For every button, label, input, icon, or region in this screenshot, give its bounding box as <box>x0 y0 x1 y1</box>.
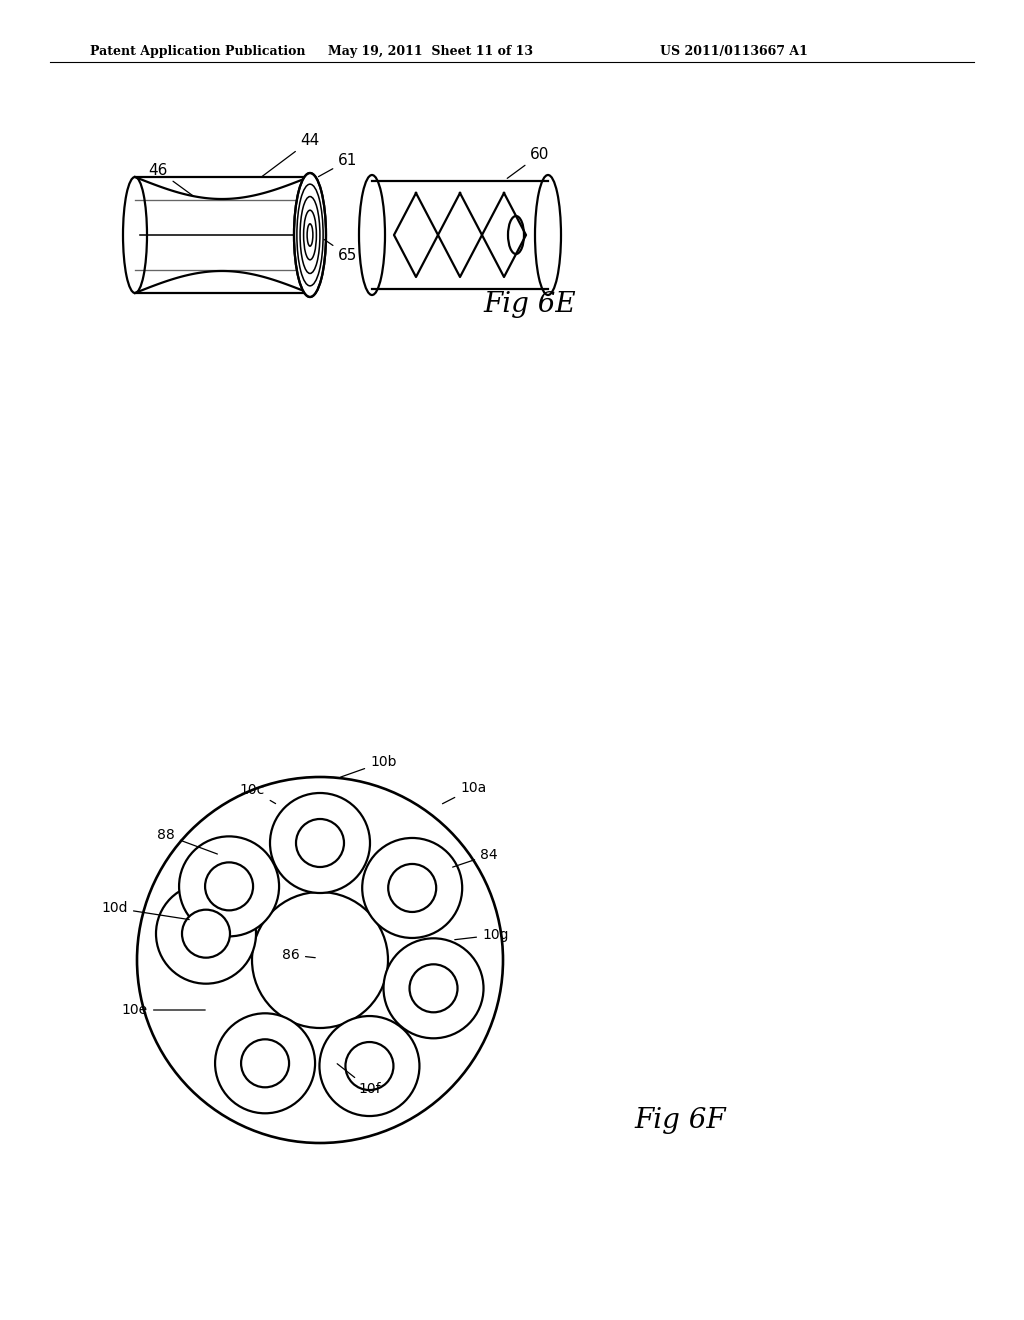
Circle shape <box>156 883 256 983</box>
Ellipse shape <box>294 173 326 297</box>
Circle shape <box>252 892 388 1028</box>
Circle shape <box>410 965 458 1012</box>
Ellipse shape <box>359 176 385 294</box>
Text: 10c: 10c <box>240 783 275 804</box>
Text: US 2011/0113667 A1: US 2011/0113667 A1 <box>660 45 808 58</box>
Text: 10g: 10g <box>455 928 509 942</box>
Circle shape <box>205 862 253 911</box>
Circle shape <box>345 1041 393 1090</box>
Circle shape <box>215 1014 315 1113</box>
Text: 84: 84 <box>453 847 498 867</box>
Circle shape <box>182 909 230 958</box>
Text: Fig 6E: Fig 6E <box>483 292 577 318</box>
Circle shape <box>296 818 344 867</box>
Text: May 19, 2011  Sheet 11 of 13: May 19, 2011 Sheet 11 of 13 <box>328 45 532 58</box>
Bar <box>372 181 548 289</box>
Text: Patent Application Publication: Patent Application Publication <box>90 45 305 58</box>
Text: 88: 88 <box>158 828 217 854</box>
Text: 10f: 10f <box>337 1064 381 1096</box>
Circle shape <box>362 838 462 939</box>
Text: 10d: 10d <box>101 902 189 920</box>
Text: 60: 60 <box>507 147 549 178</box>
Text: 10a: 10a <box>442 781 486 804</box>
Text: 10e: 10e <box>122 1003 205 1016</box>
Circle shape <box>388 865 436 912</box>
Circle shape <box>384 939 483 1039</box>
Circle shape <box>241 1039 289 1088</box>
Circle shape <box>179 837 280 936</box>
Text: 44: 44 <box>262 133 319 177</box>
Text: 10b: 10b <box>341 755 396 777</box>
Circle shape <box>319 1016 420 1115</box>
Text: 65: 65 <box>325 239 357 263</box>
Ellipse shape <box>535 176 561 294</box>
Text: 46: 46 <box>148 162 194 197</box>
Ellipse shape <box>123 177 147 293</box>
Text: Fig 6F: Fig 6F <box>634 1106 726 1134</box>
Text: 61: 61 <box>318 153 357 177</box>
Text: 86: 86 <box>283 948 315 962</box>
Circle shape <box>270 793 370 894</box>
